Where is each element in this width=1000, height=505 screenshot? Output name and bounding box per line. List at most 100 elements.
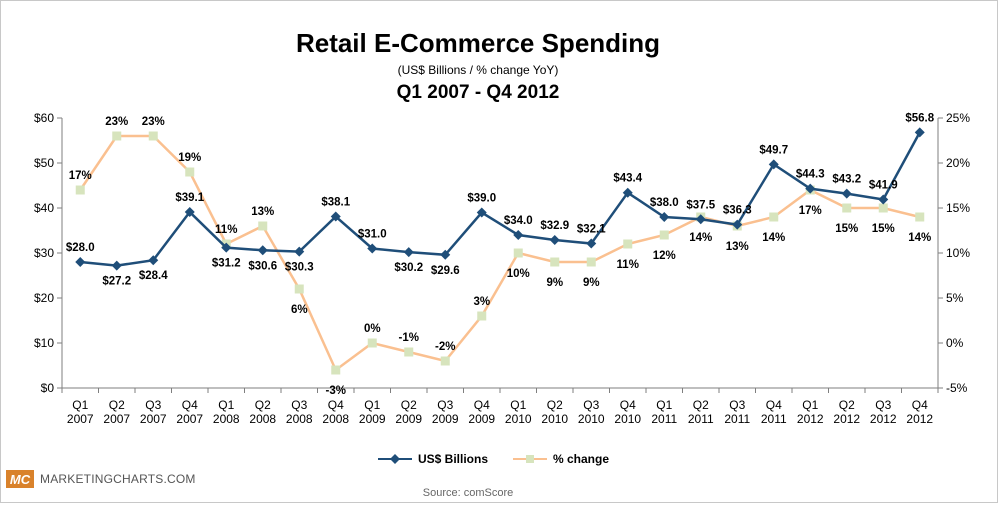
usd-data-label: $27.2	[102, 276, 131, 288]
pct-data-label: 0%	[364, 323, 381, 335]
x-tick-label-year: 2010	[578, 412, 605, 426]
pct-data-label: 14%	[689, 232, 712, 244]
x-tick-label-year: 2008	[286, 412, 313, 426]
x-tick-label-quarter: Q1	[656, 398, 672, 412]
pct-data-label: 23%	[105, 116, 128, 128]
pct-data-label: 23%	[142, 116, 165, 128]
source-note: Source: comScore	[423, 487, 513, 499]
x-tick-label-quarter: Q3	[583, 398, 599, 412]
x-tick-label-year: 2009	[432, 412, 459, 426]
x-tick-label-quarter: Q1	[72, 398, 88, 412]
usd-billions-point	[440, 249, 451, 260]
usd-billions-point	[732, 219, 743, 230]
right-tick-label: 10%	[946, 246, 970, 260]
right-tick-label: -5%	[946, 381, 968, 395]
axes: $0 $10 $20 $30 $40 $50 $60 -5% 0% 5% 10% 15% 20% 25% Q…	[34, 111, 970, 426]
right-tick-label: 0%	[946, 336, 964, 350]
usd-data-label: $37.5	[686, 199, 715, 211]
pct-data-label: 14%	[762, 232, 785, 244]
pct-change-point	[294, 284, 304, 294]
pct-change-point	[586, 257, 596, 267]
pct-data-label: 3%	[473, 296, 490, 308]
x-tick-label-quarter: Q2	[401, 398, 417, 412]
right-tick-label: 25%	[946, 111, 970, 125]
chart-period: Q1 2007 - Q4 2012	[397, 82, 560, 103]
pct-change-point	[842, 203, 852, 213]
brand-logo-badge	[6, 470, 34, 488]
usd-billions-point	[768, 159, 779, 170]
usd-data-label: $43.4	[613, 173, 642, 185]
usd-billions-point	[257, 245, 268, 256]
usd-billions-point	[549, 234, 560, 245]
left-tick-label: $10	[34, 336, 54, 350]
usd-data-label: $34.0	[504, 215, 533, 227]
usd-data-label: $38.1	[321, 197, 350, 209]
x-tick-label-quarter: Q4	[474, 398, 490, 412]
usd-billions-point	[622, 187, 633, 198]
x-tick-label-year: 2011	[688, 412, 714, 426]
pct-data-label: 15%	[872, 223, 895, 235]
x-tick-label-quarter: Q2	[839, 398, 855, 412]
x-tick-label-year: 2012	[833, 412, 860, 426]
usd-billions-point	[914, 127, 925, 138]
usd-billions-point	[111, 260, 122, 271]
chart-title: Retail E-Commerce Spending	[296, 28, 660, 58]
x-tick-label-year: 2009	[468, 412, 495, 426]
usd-data-label: $32.9	[540, 220, 569, 232]
usd-data-label: $31.2	[212, 258, 241, 270]
legend-label-usd: US$ Billions	[418, 452, 488, 466]
x-tick-label-quarter: Q4	[182, 398, 198, 412]
usd-billions-point	[367, 243, 378, 254]
x-tick-label-year: 2011	[761, 412, 787, 426]
pct-change-point	[477, 311, 487, 321]
x-tick-label-quarter: Q3	[729, 398, 745, 412]
x-tick-label-quarter: Q3	[437, 398, 453, 412]
left-tick-label: $60	[34, 111, 54, 125]
legend: US$ Billions % change	[378, 452, 609, 466]
x-tick-label-quarter: Q4	[620, 398, 636, 412]
pct-data-label: 14%	[908, 232, 931, 244]
usd-billions-point	[878, 194, 889, 205]
usd-data-label: $56.8	[905, 112, 934, 124]
usd-data-label: $32.1	[577, 224, 606, 236]
usd-data-label: $49.7	[759, 144, 788, 156]
pct-data-label: 13%	[251, 206, 274, 218]
usd-billions-point	[75, 257, 86, 267]
x-tick-label-year: 2008	[322, 412, 349, 426]
x-tick-label-year: 2008	[249, 412, 276, 426]
pct-data-label: 11%	[215, 224, 237, 236]
usd-billions-point	[403, 247, 414, 258]
x-tick-label-quarter: Q3	[291, 398, 307, 412]
pct-change-point	[75, 185, 85, 195]
pct-data-label: 17%	[69, 170, 92, 182]
pct-change-point	[550, 257, 560, 267]
pct-change-point	[513, 248, 523, 258]
pct-data-label: 10%	[507, 268, 530, 280]
x-tick-label-quarter: Q1	[364, 398, 380, 412]
usd-data-label: $30.2	[394, 262, 423, 274]
usd-billions-point	[659, 212, 670, 222]
pct-change-line	[79, 134, 921, 372]
x-tick-label-year: 2012	[906, 412, 933, 426]
x-tick-label-year: 2012	[870, 412, 897, 426]
usd-data-label: $30.3	[285, 262, 314, 274]
usd-billions-point	[695, 214, 706, 225]
pct-change-point	[769, 212, 779, 222]
pct-data-label: 11%	[617, 259, 639, 271]
pct-change-point	[112, 131, 122, 141]
usd-billions-point	[586, 238, 597, 249]
usd-billions-point	[805, 183, 816, 194]
pct-data-label: 12%	[653, 250, 676, 262]
pct-data-label: -2%	[435, 341, 455, 353]
brand-name: MARKETINGCHARTS.COM	[40, 472, 196, 486]
right-tick-label: 15%	[946, 201, 970, 215]
legend-label-pct: % change	[553, 452, 609, 466]
x-tick-label-quarter: Q4	[766, 398, 782, 412]
usd-data-label: $28.0	[66, 242, 95, 254]
x-tick-label-quarter: Q2	[109, 398, 125, 412]
chart-subtitle: (US$ Billions / % change YoY)	[398, 63, 559, 77]
usd-billions-point	[330, 211, 341, 222]
usd-data-label: $41.9	[869, 179, 898, 191]
pct-data-label: 9%	[583, 277, 600, 289]
